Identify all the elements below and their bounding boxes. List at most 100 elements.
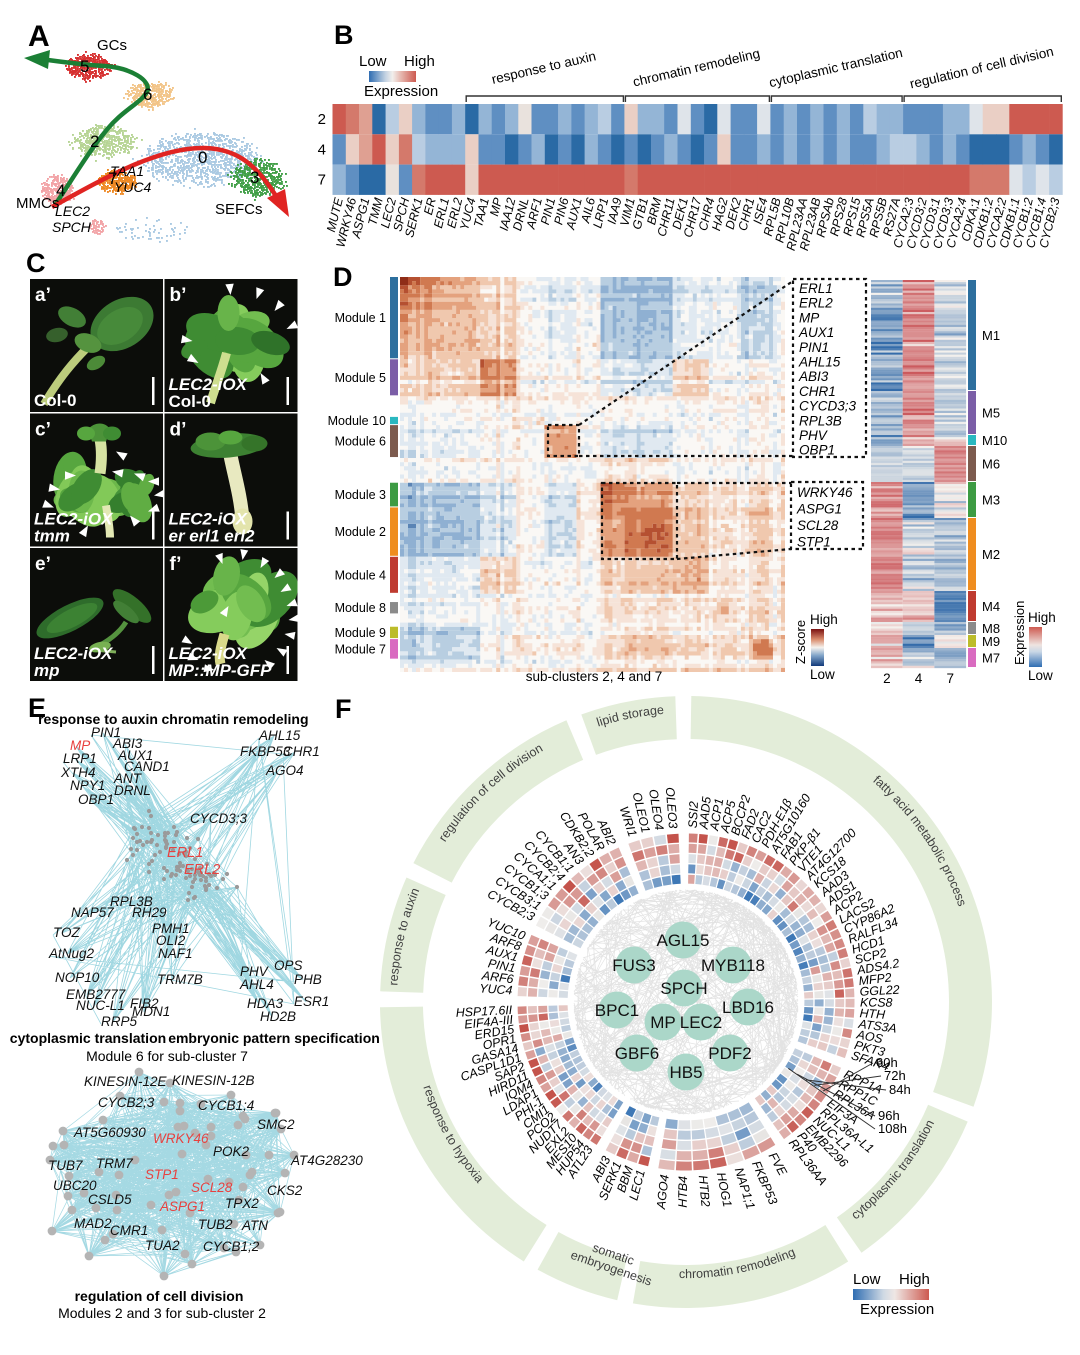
svg-text:NAF1: NAF1 <box>158 946 193 961</box>
svg-text:Module 6: Module 6 <box>335 435 386 449</box>
svg-text:d’: d’ <box>170 420 187 441</box>
svg-text:PIN1: PIN1 <box>538 196 558 226</box>
svg-text:M1: M1 <box>982 328 1000 343</box>
svg-text:AtNug2: AtNug2 <box>48 946 95 961</box>
svg-text:cytoplasmic translation: cytoplasmic translation <box>10 1030 166 1046</box>
svg-text:AGL15: AGL15 <box>657 931 710 950</box>
svg-text:LEC2-iOX: LEC2-iOX <box>34 510 114 529</box>
svg-text:Module 8: Module 8 <box>335 601 386 615</box>
svg-text:Col-0: Col-0 <box>169 392 212 411</box>
svg-text:MP: MP <box>487 196 505 218</box>
svg-text:3: 3 <box>250 168 259 187</box>
svg-text:WRKY46: WRKY46 <box>153 1131 209 1146</box>
svg-text:GBF6: GBF6 <box>615 1044 659 1063</box>
svg-text:PIN6: PIN6 <box>551 196 571 226</box>
svg-text:LEC2-iOX: LEC2-iOX <box>169 375 249 394</box>
svg-text:ISE4: ISE4 <box>750 196 770 225</box>
svg-text:6: 6 <box>143 85 152 104</box>
svg-text:PIN1: PIN1 <box>91 725 121 740</box>
svg-text:High: High <box>1028 610 1056 625</box>
svg-text:SSI2: SSI2 <box>686 801 701 829</box>
svg-text:HTH: HTH <box>859 1006 885 1022</box>
svg-text:RPL3B: RPL3B <box>110 894 153 909</box>
svg-text:AGO4: AGO4 <box>265 763 304 778</box>
svg-text:ATS3A: ATS3A <box>857 1017 898 1036</box>
svg-text:Module 10: Module 10 <box>328 414 386 428</box>
svg-text:EIF4A-III: EIF4A-III <box>464 1013 515 1032</box>
svg-text:ARF6: ARF6 <box>480 968 514 986</box>
svg-text:LRP1: LRP1 <box>63 751 97 766</box>
svg-text:MP: MP <box>650 1013 676 1032</box>
svg-text:TUB7: TUB7 <box>48 1158 83 1173</box>
svg-text:HDA3: HDA3 <box>247 996 284 1011</box>
svg-text:C: C <box>26 248 46 278</box>
svg-text:EMB2777: EMB2777 <box>66 987 126 1002</box>
svg-text:LEC2-iOX: LEC2-iOX <box>169 644 249 663</box>
svg-text:AT4G28230: AT4G28230 <box>290 1153 363 1168</box>
svg-text:OBP1: OBP1 <box>78 792 114 807</box>
svg-text:M4: M4 <box>982 599 1000 614</box>
svg-text:M2: M2 <box>982 547 1000 562</box>
svg-text:High: High <box>404 53 435 70</box>
svg-text:CYCB1;4: CYCB1;4 <box>198 1098 254 1113</box>
svg-text:TUB2: TUB2 <box>198 1217 233 1232</box>
svg-text:4: 4 <box>915 671 923 686</box>
svg-text:VIM1: VIM1 <box>617 196 638 227</box>
svg-text:ERD15: ERD15 <box>474 1022 516 1042</box>
svg-text:Expression: Expression <box>1012 601 1027 665</box>
svg-text:IAA9: IAA9 <box>605 196 625 225</box>
svg-text:4: 4 <box>318 141 326 158</box>
svg-text:OLI2: OLI2 <box>156 933 186 948</box>
svg-text:STP1: STP1 <box>145 1167 179 1182</box>
svg-text:E: E <box>28 693 46 723</box>
svg-text:OLEO3: OLEO3 <box>663 787 680 829</box>
svg-text:M8: M8 <box>982 621 1000 636</box>
svg-text:a’: a’ <box>35 285 51 306</box>
svg-text:Low: Low <box>1028 668 1053 683</box>
svg-text:RPL3B: RPL3B <box>799 413 842 428</box>
svg-text:B: B <box>334 20 354 50</box>
svg-text:BRM: BRM <box>644 196 664 227</box>
svg-text:84h: 84h <box>889 1082 911 1097</box>
svg-text:7: 7 <box>318 172 326 189</box>
svg-text:Col-0: Col-0 <box>34 391 77 410</box>
svg-text:PHB: PHB <box>294 972 322 987</box>
svg-text:KCS8: KCS8 <box>860 995 893 1009</box>
svg-text:Low: Low <box>359 53 387 70</box>
svg-text:ANT: ANT <box>113 771 143 786</box>
svg-text:0: 0 <box>198 148 207 167</box>
svg-text:MDN1: MDN1 <box>132 1004 170 1019</box>
svg-text:Module 4: Module 4 <box>335 568 386 582</box>
svg-text:M3: M3 <box>982 493 1000 508</box>
svg-text:HTB4: HTB4 <box>676 1176 690 1208</box>
svg-text:f’: f’ <box>170 554 182 575</box>
svg-text:MP: MP <box>799 310 819 325</box>
svg-text:TAA1: TAA1 <box>110 163 144 179</box>
svg-text:NOP10: NOP10 <box>55 970 100 985</box>
svg-text:HSP17.6II: HSP17.6II <box>455 1003 513 1020</box>
svg-text:DRNL: DRNL <box>114 783 151 798</box>
svg-text:LBD16: LBD16 <box>722 998 774 1017</box>
svg-text:LEC2-iOX: LEC2-iOX <box>169 510 249 529</box>
svg-text:High: High <box>810 612 838 627</box>
svg-text:ATN: ATN <box>241 1218 268 1233</box>
svg-text:XTH4: XTH4 <box>60 765 96 780</box>
svg-text:LEC2: LEC2 <box>680 1013 723 1032</box>
svg-text:LEC2: LEC2 <box>55 203 90 219</box>
svg-text:ABI3: ABI3 <box>798 369 829 384</box>
svg-text:AOS: AOS <box>855 1027 885 1046</box>
svg-text:AT5G60930: AT5G60930 <box>73 1125 146 1140</box>
svg-text:TOZ: TOZ <box>53 925 81 940</box>
svg-text:ACP1: ACP1 <box>707 797 726 832</box>
svg-text:GGL22: GGL22 <box>859 983 900 999</box>
svg-text:NAP57: NAP57 <box>71 905 114 920</box>
svg-text:Module 9: Module 9 <box>335 626 386 640</box>
svg-text:CAND1: CAND1 <box>124 759 170 774</box>
svg-text:SEFCs: SEFCs <box>215 201 263 218</box>
svg-text:MP: MP <box>70 738 90 753</box>
svg-text:ER: ER <box>421 196 439 216</box>
svg-text:AAD5: AAD5 <box>696 796 713 831</box>
svg-text:96h: 96h <box>878 1108 900 1123</box>
svg-text:M7: M7 <box>982 651 1000 666</box>
svg-text:5: 5 <box>80 57 89 76</box>
